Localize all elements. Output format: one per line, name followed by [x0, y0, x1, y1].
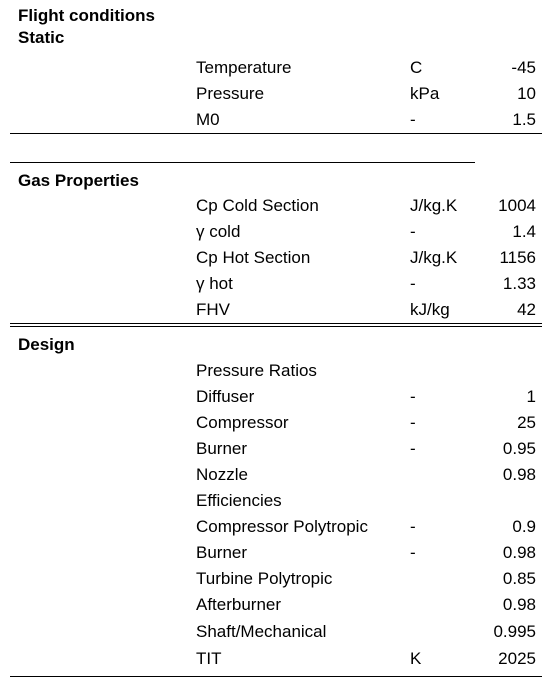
section-divider [10, 162, 475, 163]
section-title-design: Design [18, 335, 75, 354]
row-value: 0.98 [502, 595, 536, 614]
table-row: Pressure Ratios [0, 358, 552, 384]
row-unit: - [410, 543, 416, 562]
row-label: M0 [196, 110, 220, 129]
table-row: Cp Hot Section J/kg.K 1156 [0, 245, 552, 271]
table-row: Cp Cold Section J/kg.K 1004 [0, 193, 552, 219]
row-value: 1156 [499, 248, 536, 267]
row-value: -45 [511, 58, 536, 77]
row-value: 25 [517, 413, 536, 432]
table-row: Turbine Polytropic 0.85 [0, 566, 552, 592]
row-label: Nozzle [196, 465, 248, 484]
table-row: M0 - 1.5 [0, 107, 552, 133]
table-row: Compressor - 25 [0, 410, 552, 436]
section-title-flight-conditions: Flight conditions [18, 6, 155, 25]
row-label: Efficiencies [196, 491, 282, 510]
row-unit: - [410, 274, 416, 293]
row-value: 10 [517, 84, 536, 103]
row-label: Cp Cold Section [196, 196, 319, 215]
row-value: 1.5 [512, 110, 536, 129]
table-row: FHV kJ/kg 42 [0, 297, 552, 323]
row-value: 0.98 [502, 465, 536, 484]
row-value: 2025 [498, 649, 536, 668]
row-value: 1.4 [512, 222, 536, 241]
row-unit: kJ/kg [410, 300, 450, 319]
row-unit: - [410, 439, 416, 458]
table-row: TIT K 2025 [0, 646, 552, 672]
row-value: 1 [526, 387, 536, 406]
table-row: γ hot - 1.33 [0, 271, 552, 297]
row-label: Burner [196, 543, 248, 562]
row-value: 0.995 [493, 622, 536, 641]
row-label: Pressure [196, 84, 265, 103]
section-divider-double [10, 323, 542, 327]
row-unit: - [410, 413, 416, 432]
row-unit: - [410, 517, 416, 536]
row-label: γ cold [196, 222, 241, 241]
row-value: 1004 [498, 196, 536, 215]
section-divider [10, 133, 542, 134]
row-unit: J/kg.K [410, 196, 458, 215]
row-label: Compressor [196, 413, 289, 432]
row-unit: C [410, 58, 423, 77]
row-label: Turbine Polytropic [196, 569, 333, 588]
table-row: Compressor Polytropic - 0.9 [0, 514, 552, 540]
row-value: 0.85 [502, 569, 536, 588]
row-label: Compressor Polytropic [196, 517, 368, 536]
row-unit: J/kg.K [410, 248, 458, 267]
table-row: Shaft/Mechanical 0.995 [0, 619, 552, 645]
section-title-gas-properties: Gas Properties [18, 171, 139, 190]
row-label: Pressure Ratios [196, 361, 317, 380]
row-label: Burner [196, 439, 248, 458]
row-label: Temperature [196, 58, 292, 77]
row-label: Cp Hot Section [196, 248, 311, 267]
table-row: Temperature C -45 [0, 55, 552, 81]
row-unit: kPa [410, 84, 440, 103]
row-unit: - [410, 222, 416, 241]
row-value: 0.98 [502, 543, 536, 562]
row-value: 0.9 [512, 517, 536, 536]
table-row: Burner - 0.95 [0, 436, 552, 462]
row-value: 42 [517, 300, 536, 319]
row-unit: - [410, 110, 416, 129]
table-row: Burner - 0.98 [0, 540, 552, 566]
section-subtitle-static: Static [18, 28, 65, 47]
row-label: Shaft/Mechanical [196, 622, 327, 641]
row-unit: - [410, 387, 416, 406]
row-unit: K [410, 649, 422, 668]
row-label: γ hot [196, 274, 233, 293]
table-row: Nozzle 0.98 [0, 462, 552, 488]
row-label: Afterburner [196, 595, 282, 614]
row-label: FHV [196, 300, 230, 319]
row-label: Diffuser [196, 387, 255, 406]
table-row: Afterburner 0.98 [0, 592, 552, 618]
table-row: Diffuser - 1 [0, 384, 552, 410]
row-label: TIT [196, 649, 222, 668]
table-row: Pressure kPa 10 [0, 81, 552, 107]
row-value: 1.33 [502, 274, 536, 293]
row-value: 0.95 [502, 439, 536, 458]
table-row: Efficiencies [0, 488, 552, 514]
table-row: γ cold - 1.4 [0, 219, 552, 245]
section-divider [10, 676, 542, 677]
